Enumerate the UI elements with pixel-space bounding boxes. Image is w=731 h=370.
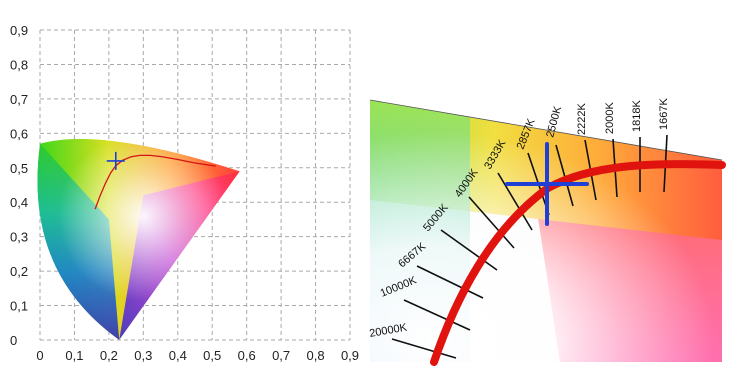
white-point-marker (106, 151, 125, 170)
y-tick-label: 0,9 (10, 23, 28, 38)
x-tick-label: 0,6 (238, 348, 256, 363)
y-tick-label: 0,4 (10, 195, 28, 210)
isotherm-line (403, 299, 471, 331)
zoom-white-glow (370, 100, 722, 362)
isotherm-line (555, 144, 574, 207)
isotherm-line (468, 196, 515, 249)
x-tick-label: 0 (36, 348, 43, 363)
x-tick-label: 0,2 (100, 348, 118, 363)
isotherm-line (391, 338, 457, 359)
y-tick-label: 0,1 (10, 299, 28, 314)
zoom-top-edge (369, 99, 723, 161)
y-tick-label: 0,7 (10, 92, 28, 107)
isotherm-label: 2222K (576, 103, 588, 135)
x-tick-label: 0,8 (307, 348, 325, 363)
x-tick-label: 0,4 (169, 348, 187, 363)
white-point-marker-large (505, 142, 589, 226)
y-axis-tick-labels: 0 0,1 0,2 0,3 0,4 0,5 0,6 0,7 0,8 0,9 (10, 23, 28, 348)
y-tick-label: 0,6 (10, 126, 28, 141)
isotherm-line (497, 172, 533, 231)
y-tick-label: 0,8 (10, 57, 28, 72)
x-tick-label: 0,5 (203, 348, 221, 363)
isotherm-line (440, 229, 498, 271)
isotherm-label: 2000K (604, 102, 616, 134)
x-axis-tick-labels: 0 0,1 0,2 0,3 0,4 0,5 0,6 0,7 0,8 0,9 (36, 348, 359, 363)
x-tick-label: 0,3 (134, 348, 152, 363)
planckian-locus-line (94, 154, 216, 210)
y-tick-label: 0,5 (10, 161, 28, 176)
isotherm-line (416, 265, 484, 299)
y-tick-label: 0 (10, 333, 17, 348)
y-tick-label: 0,3 (10, 230, 28, 245)
x-tick-label: 0,9 (341, 348, 359, 363)
x-tick-label: 0,1 (65, 348, 83, 363)
cie-diagram: 00,10,20,30,40,50,60,70,80,9 0 0,1 0,2 0,3 0… (10, 23, 359, 363)
x-tick-label: 0,7 (272, 348, 290, 363)
y-tick-label: 0,2 (10, 264, 28, 279)
isotherm-label: 1667K (658, 98, 670, 130)
isotherm-label: 1818K (631, 100, 643, 132)
white-point-glow (58, 138, 229, 301)
zoomed-locus-detail: 1667K1818K2000K2222K2500K2857K3333K4000K… (368, 98, 726, 366)
color-gamut-triangle (37, 138, 240, 340)
